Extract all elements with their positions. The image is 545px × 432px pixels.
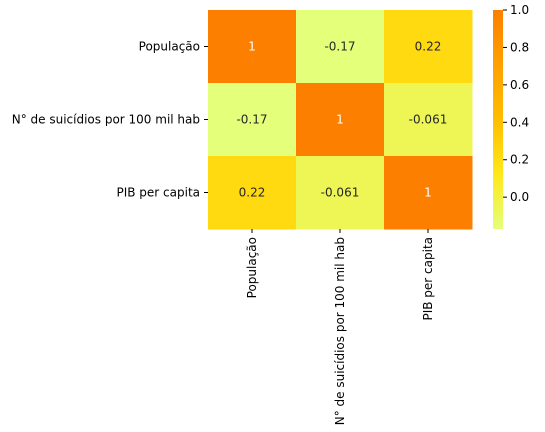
cell-value-label: -0.061	[409, 113, 448, 127]
y-tick-label: População	[139, 40, 200, 54]
colorbar-tick-label: 0.0	[510, 190, 529, 204]
cell-value-label: 1	[336, 113, 344, 127]
cell-value-label: -0.17	[236, 113, 267, 127]
row-labels: População N° de suicídios por 100 mil hab…	[12, 40, 208, 200]
colorbar: 0.0 0.2 0.4 0.6 0.8 1.0	[493, 3, 529, 229]
cell-value-label: -0.061	[321, 186, 360, 200]
cell-value-label: -0.17	[324, 40, 355, 54]
x-tick-label: N° de suicídios por 100 mil hab	[333, 237, 347, 425]
cell-value-label: 1	[424, 186, 432, 200]
colorbar-tick-label: 0.8	[510, 40, 529, 54]
cell-value-label: 0.22	[239, 186, 266, 200]
y-tick-label: N° de suicídios por 100 mil hab	[12, 113, 200, 127]
colorbar-gradient	[493, 10, 503, 229]
colorbar-tick-label: 0.6	[510, 78, 529, 92]
colorbar-tick-label: 0.4	[510, 115, 529, 129]
heatmap-cells: 1 -0.17 0.22 -0.17 1 -0.061 0.22 -0.061 1	[208, 10, 473, 230]
x-tick-label: População	[245, 237, 259, 298]
x-tick-label: PIB per capita	[421, 237, 435, 321]
colorbar-tick-label: 0.2	[510, 153, 529, 167]
colorbar-tick-label: 1.0	[510, 3, 529, 17]
column-labels: População N° de suicídios por 100 mil hab…	[245, 229, 435, 425]
cell-value-label: 0.22	[415, 40, 442, 54]
y-tick-label: PIB per capita	[116, 186, 200, 200]
cell-value-label: 1	[248, 40, 256, 54]
